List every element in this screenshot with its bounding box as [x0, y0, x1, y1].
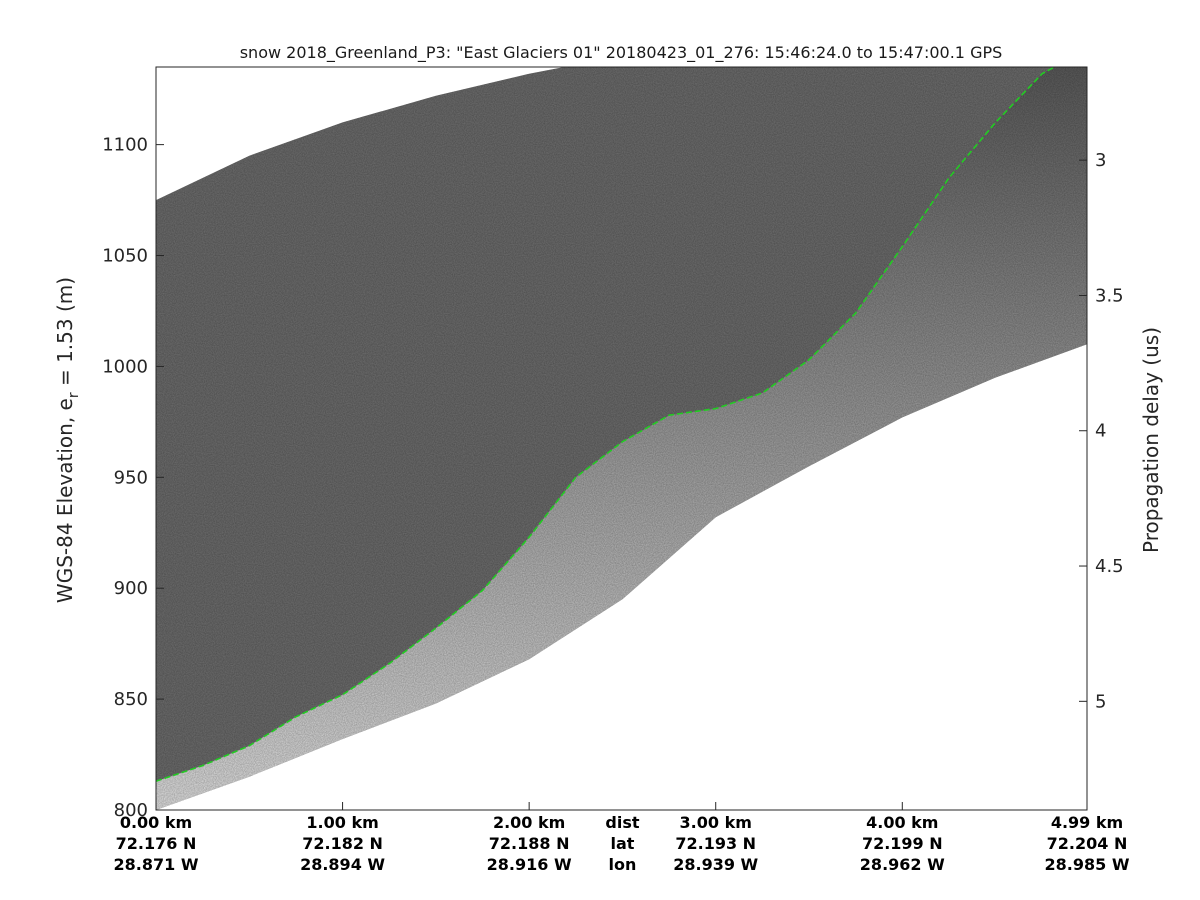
- y2-tick-label: 3.5: [1095, 285, 1124, 306]
- x-dist-label: 4.99 km: [1051, 813, 1123, 832]
- left-axis-label-main: WGS-84 Elevation, e: [53, 398, 77, 603]
- right-y-axis: 3 3.5 4 4.5 5: [1079, 150, 1124, 712]
- left-axis-label: WGS-84 Elevation, er = 1.53 (m): [53, 277, 82, 603]
- x-lat-label: 72.176 N: [116, 834, 197, 853]
- y2-tick-label: 5: [1095, 691, 1106, 712]
- y-tick-label: 1000: [102, 356, 148, 377]
- x-lon-label: 28.962 W: [860, 855, 945, 874]
- x-lon-label: 28.985 W: [1045, 855, 1130, 874]
- x-lon-label: 28.939 W: [673, 855, 758, 874]
- x-row-caption-dist: dist: [605, 813, 639, 832]
- x-lon-label: 28.871 W: [114, 855, 199, 874]
- y-tick-label: 950: [114, 467, 148, 488]
- y2-tick-label: 4.5: [1095, 556, 1124, 577]
- x-lat-label: 72.204 N: [1047, 834, 1128, 853]
- x-dist-label: 0.00 km: [120, 813, 192, 832]
- x-lat-label: 72.182 N: [302, 834, 383, 853]
- x-lat-label: 72.188 N: [489, 834, 570, 853]
- x-lat-label: 72.199 N: [862, 834, 943, 853]
- y-tick-label: 900: [114, 578, 148, 599]
- right-axis-label: Propagation delay (us): [1139, 327, 1163, 553]
- y-tick-label: 800: [114, 800, 148, 821]
- y-tick-label: 1100: [102, 135, 148, 156]
- echogram-image: [156, 67, 1087, 810]
- y2-tick-label: 3: [1095, 150, 1106, 171]
- bottom-x-axis: 0.00 km 72.176 N 28.871 W 1.00 km 72.182 N 28…: [114, 802, 1130, 874]
- left-y-axis: 800 850 900 950 1000 1050 1100: [102, 135, 164, 821]
- y2-tick-label: 4: [1095, 421, 1106, 442]
- x-lon-label: 28.894 W: [300, 855, 385, 874]
- y-tick-label: 850: [114, 689, 148, 710]
- x-row-caption-lat: lat: [610, 834, 634, 853]
- plot-frame: [155, 66, 1088, 811]
- left-axis-label-tail: = 1.53 (m): [53, 277, 77, 392]
- x-row-caption-lon: lon: [608, 855, 636, 874]
- x-dist-label: 1.00 km: [306, 813, 378, 832]
- y-tick-label: 1050: [102, 246, 148, 267]
- x-dist-label: 3.00 km: [680, 813, 752, 832]
- x-dist-label: 2.00 km: [493, 813, 565, 832]
- x-lon-label: 28.916 W: [487, 855, 572, 874]
- x-dist-label: 4.00 km: [866, 813, 938, 832]
- left-axis-label-subscript: r: [66, 392, 82, 398]
- chart-title: snow 2018_Greenland_P3: "East Glaciers 0…: [240, 43, 1003, 63]
- x-lat-label: 72.193 N: [675, 834, 756, 853]
- surface-trace-line: [156, 67, 1057, 782]
